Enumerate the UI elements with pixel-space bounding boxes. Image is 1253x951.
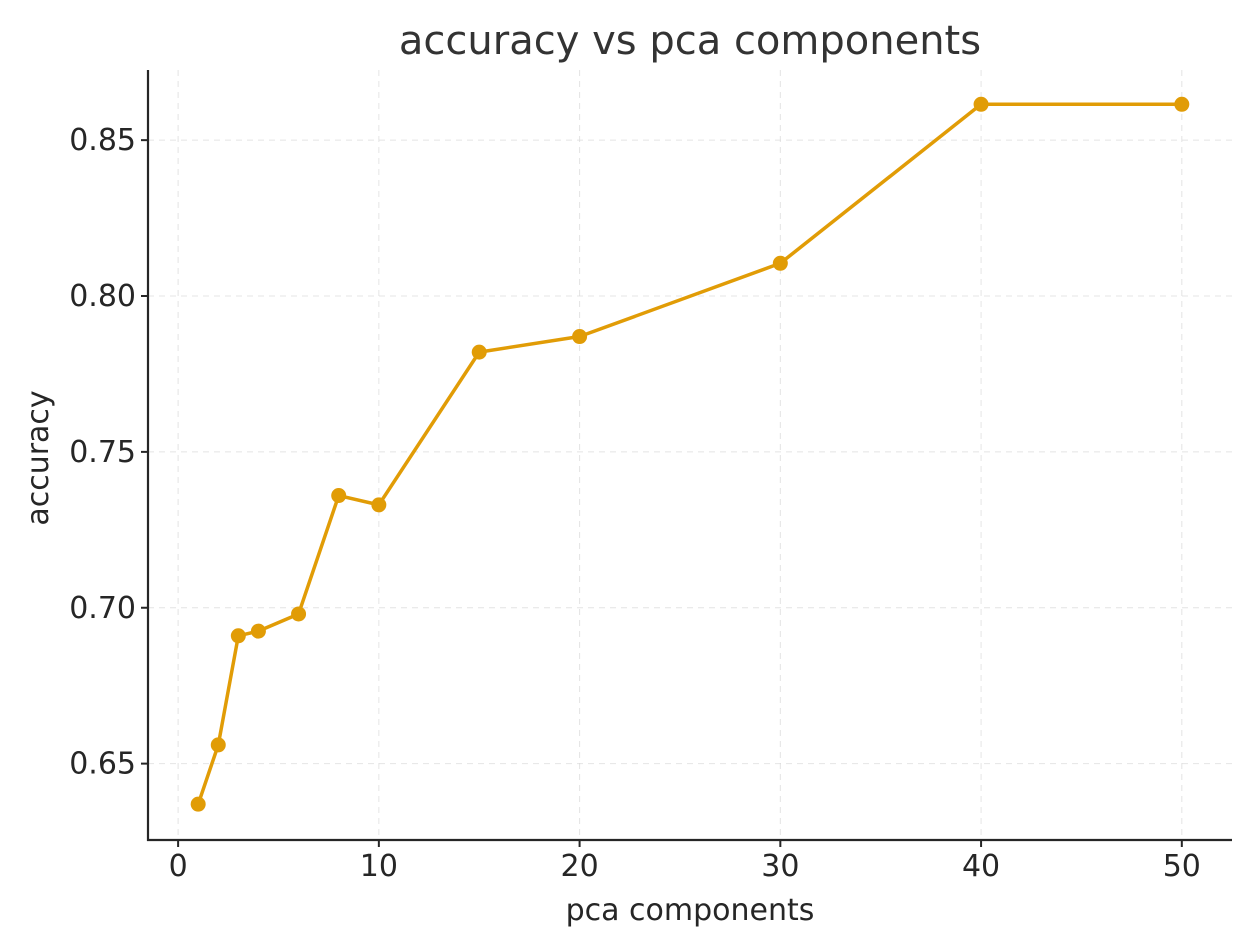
y-tick-label: 0.85 (69, 123, 136, 158)
x-tick-label: 40 (962, 849, 1000, 884)
x-tick-label: 50 (1163, 849, 1201, 884)
data-point (210, 737, 226, 753)
series-line (196, 102, 1184, 806)
data-point (772, 255, 788, 271)
y-tick-label: 0.65 (69, 747, 136, 782)
x-axis-label: pca components (566, 893, 815, 928)
series-layer (190, 96, 1190, 812)
data-point (471, 344, 487, 360)
y-axis-label: accuracy (21, 390, 56, 525)
grid-layer (148, 70, 1232, 840)
x-tick-label: 10 (360, 849, 398, 884)
data-point (190, 796, 206, 812)
data-point (1174, 96, 1190, 112)
data-point (230, 628, 246, 644)
data-point (371, 497, 387, 513)
data-point (572, 329, 588, 345)
y-tick-label: 0.75 (69, 435, 136, 470)
data-point (331, 488, 347, 504)
data-point (973, 96, 989, 112)
x-tick-label: 0 (169, 849, 188, 884)
x-tick-label: 30 (761, 849, 799, 884)
axes-layer: 0 10 20 30 40 50 0.65 0.70 0.75 0.80 0.85 (69, 70, 1232, 884)
chart-title: accuracy vs pca components (399, 18, 981, 64)
y-tick-label: 0.80 (69, 279, 136, 314)
y-tick-label: 0.70 (69, 591, 136, 626)
x-tick-label: 20 (560, 849, 598, 884)
data-point (250, 623, 266, 639)
data-point (291, 606, 307, 622)
